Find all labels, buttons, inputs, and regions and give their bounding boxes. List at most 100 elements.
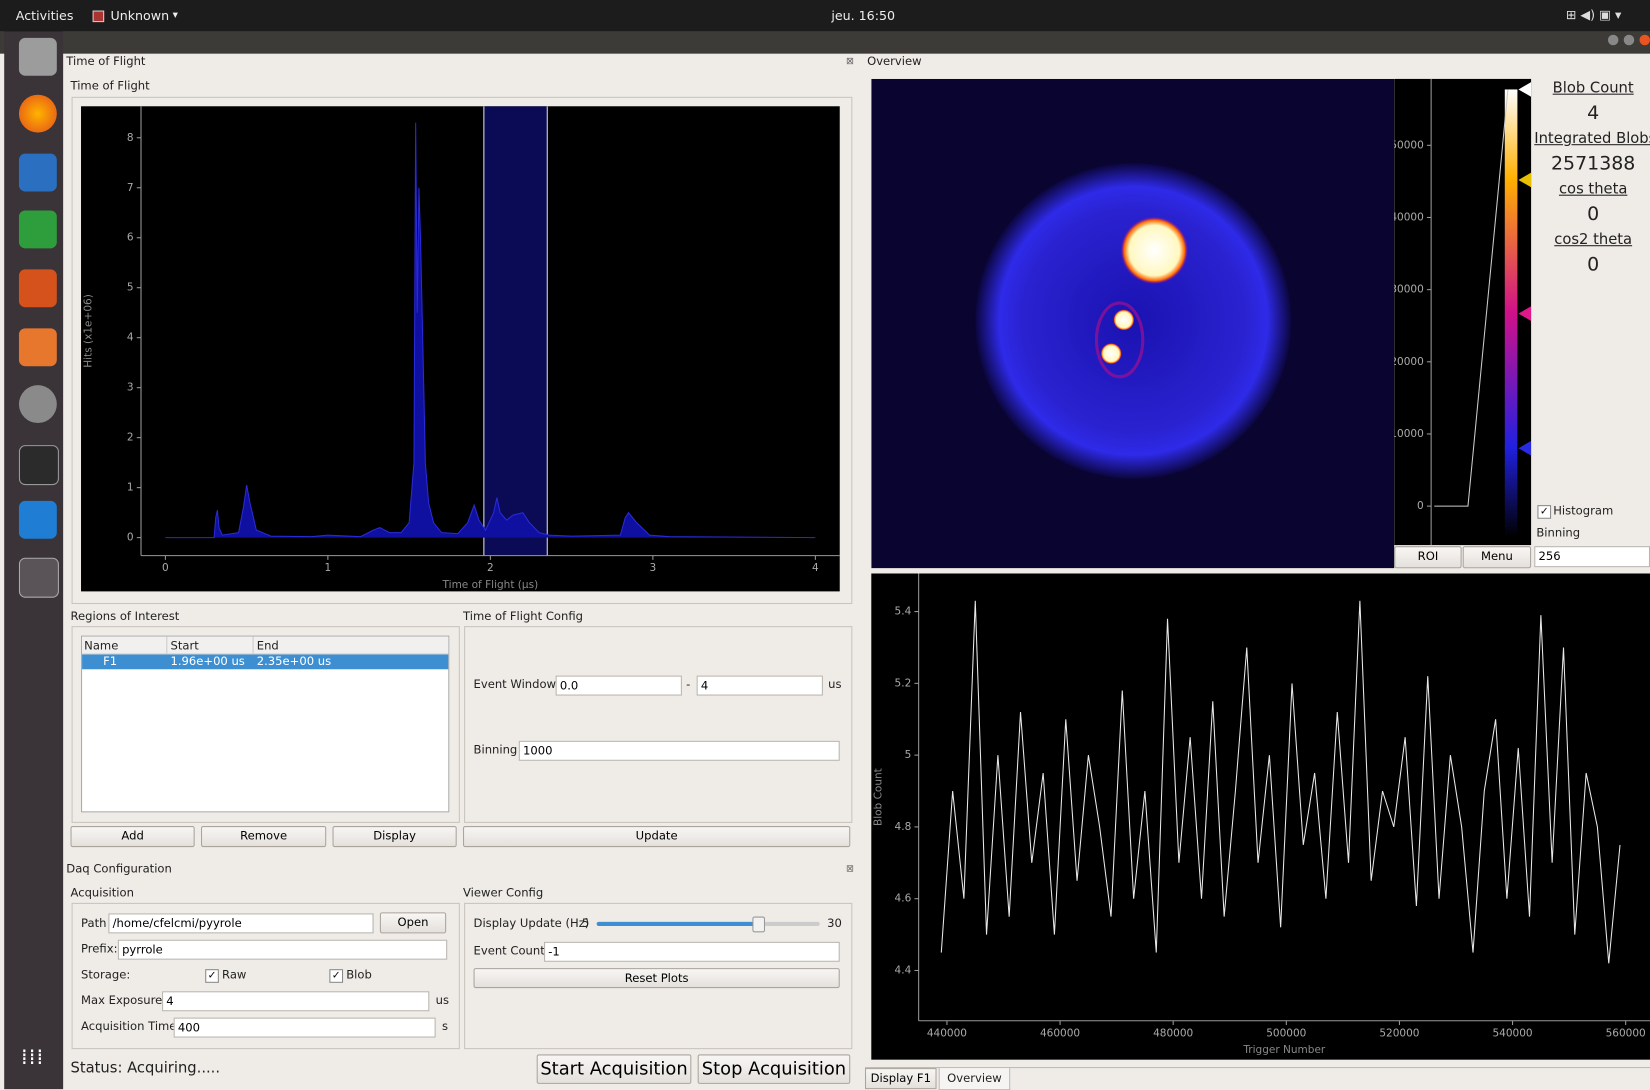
y-tick-label: 0 — [127, 532, 134, 544]
stat-value: 0 — [1534, 203, 1650, 226]
open-button[interactable]: Open — [380, 912, 446, 933]
dock-app[interactable] — [19, 558, 59, 598]
start-button[interactable]: Start Acquisition — [537, 1054, 692, 1083]
y-tick-label: 8 — [127, 132, 134, 144]
x-axis-label: Trigger Number — [1242, 1044, 1326, 1056]
label: Event Count: — [474, 944, 549, 959]
checkbox[interactable]: ✓ — [1537, 505, 1551, 519]
y-tick-label: 2 — [127, 432, 134, 444]
dock-settings[interactable] — [19, 385, 57, 423]
input[interactable]: /home/cfelcmi/pyyrole — [108, 913, 373, 933]
tab[interactable]: Display F1 — [865, 1068, 937, 1089]
dock: ⁞⁞⁞ — [4, 32, 63, 1090]
spinbox[interactable]: 256 — [1534, 546, 1650, 567]
x-tick-label: 0 — [162, 562, 169, 574]
input[interactable]: 4 — [162, 991, 429, 1011]
label: Binning — [474, 743, 518, 758]
line — [941, 601, 1620, 964]
input[interactable]: 0.0 — [556, 676, 682, 696]
tray-icons: ⊞ ◀) ▣ ▾ — [1566, 7, 1622, 22]
label: Histogram — [1553, 504, 1613, 519]
tab-active[interactable]: Overview — [939, 1068, 1011, 1090]
reset-button[interactable]: Reset Plots — [474, 968, 840, 988]
column-header: Start — [170, 639, 198, 654]
group-title: Regions of Interest — [71, 609, 180, 624]
input[interactable]: 1000 — [519, 741, 840, 761]
dock-close[interactable]: ⊠ — [846, 862, 854, 877]
stop-button[interactable]: Stop Acquisition — [698, 1054, 851, 1083]
column-header: End — [257, 639, 279, 654]
checkbox[interactable]: ✓ — [329, 969, 343, 983]
x-tick-label: 440000 — [927, 1027, 967, 1039]
cell: 2.35e+00 us — [257, 655, 331, 670]
group-title: Time of Flight Config — [463, 609, 583, 624]
colorbar-tick-label: 20000 — [1394, 356, 1423, 368]
dock-title: Overview — [867, 55, 922, 70]
x-tick-label: 520000 — [1379, 1027, 1419, 1039]
label: s — [442, 1020, 448, 1035]
y-tick-label: 5 — [127, 282, 134, 294]
roi-button[interactable]: ROI — [1394, 546, 1461, 568]
stat-value: 0 — [1534, 254, 1650, 277]
clock[interactable]: jeu. 16:50 — [831, 8, 895, 23]
input[interactable]: 4 — [697, 676, 823, 696]
stat-label: Blob Count — [1534, 79, 1650, 98]
window-button[interactable] — [1624, 35, 1635, 46]
y-tick-label: 4.8 — [895, 821, 912, 833]
dock-calc[interactable] — [19, 210, 57, 248]
dock-close[interactable]: ⊠ — [846, 55, 854, 70]
label: Path — [81, 917, 106, 932]
y-axis-label: Hits (x1e+06) — [82, 294, 94, 368]
roi-region — [484, 106, 547, 555]
x-tick-label: 4 — [812, 562, 819, 574]
y-tick-label: 1 — [127, 482, 134, 494]
window-button[interactable] — [1608, 35, 1619, 46]
y-tick-label: 4 — [127, 332, 134, 344]
x-tick-label: 540000 — [1492, 1027, 1532, 1039]
colorbar: 01000020000300004000050000 — [1394, 79, 1531, 545]
label: Display Update (Hz) — [474, 917, 590, 932]
slider-handle[interactable] — [752, 917, 765, 933]
menu-button[interactable]: Menu — [1463, 546, 1531, 568]
roi-table: Name Start End F1 1.96e+00 us 2.35e+00 u… — [81, 636, 449, 813]
dock-files[interactable] — [19, 38, 57, 76]
input[interactable]: 400 — [174, 1018, 436, 1038]
remove-button[interactable]: Remove — [201, 826, 326, 847]
dock-writer[interactable] — [19, 154, 57, 192]
label: us — [436, 993, 449, 1008]
dock-terminal[interactable] — [19, 445, 59, 485]
app-menu[interactable]: Unknown — [110, 8, 169, 23]
y-tick-label: 4.4 — [895, 964, 912, 976]
input[interactable]: pyrrole — [118, 940, 447, 960]
checkbox[interactable]: ✓ — [205, 969, 219, 983]
stat-label: cos2 theta — [1534, 230, 1650, 249]
x-tick-label: 1 — [325, 562, 332, 574]
slider-min: 5 — [582, 917, 589, 932]
add-button[interactable]: Add — [71, 826, 195, 847]
colorbar-tick-label: 50000 — [1394, 139, 1423, 151]
update-button[interactable]: Update — [463, 826, 850, 847]
y-tick-label: 7 — [127, 182, 134, 194]
label: us — [828, 678, 841, 693]
label: Event Window: — [474, 678, 560, 693]
stat-label: Integrated Blobs — [1534, 129, 1650, 148]
dock-software[interactable] — [19, 328, 57, 366]
input[interactable]: -1 — [544, 942, 840, 962]
blob-chart: 4400004600004800005000005200005400005600… — [871, 574, 1650, 1060]
window-button[interactable] — [1639, 35, 1650, 46]
dock-impress[interactable] — [19, 269, 57, 307]
colorbar-tick-label: 0 — [1417, 500, 1424, 512]
stat-value: 4 — [1534, 102, 1650, 125]
x-tick-label: 560000 — [1606, 1027, 1646, 1039]
y-axis-label: Blob Count — [873, 768, 885, 826]
dock-firefox[interactable] — [19, 95, 57, 133]
group-box — [464, 626, 852, 823]
dock-apps-grid[interactable]: ⁞⁞⁞ — [21, 1044, 44, 1069]
stat-value: 2571388 — [1534, 153, 1650, 176]
dock-vscode[interactable] — [19, 501, 57, 539]
label: Acquisition Time: — [81, 1020, 180, 1035]
colorbar-tick-label: 30000 — [1394, 284, 1423, 296]
label: Raw — [222, 968, 246, 983]
activities[interactable]: Activities — [16, 8, 74, 23]
display-button[interactable]: Display — [333, 826, 457, 847]
